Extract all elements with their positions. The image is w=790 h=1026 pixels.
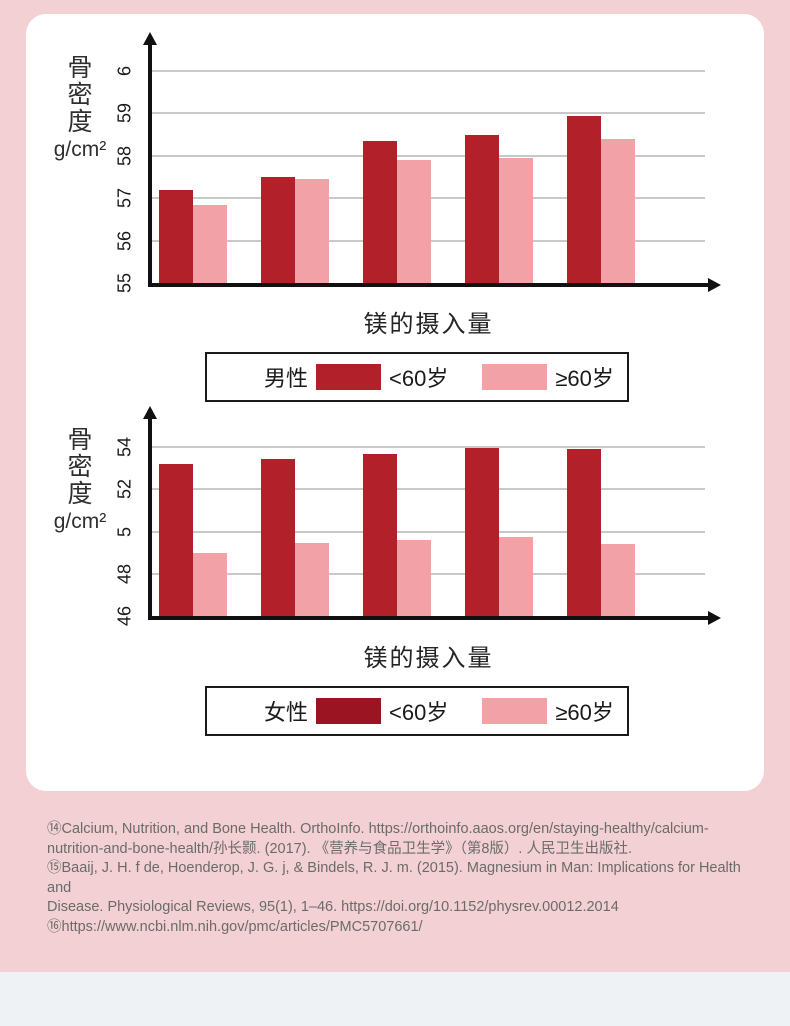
bar-over60 [193,204,227,283]
bar-over60 [499,157,533,283]
x-axis-line [148,616,710,620]
bar-over60 [601,138,635,283]
bar-under60 [567,115,601,283]
y-tick-label: 6 [114,65,135,77]
legend-swatch-under60 [316,698,382,724]
legend-label-over60: ≥60岁 [555,700,614,725]
x-axis-title-male: 镁的摄入量 [363,311,494,338]
y-axis-title-text: 骨密度 [67,54,93,136]
legend-group-label: 女性 [264,700,309,725]
bottom-strip [0,972,790,1026]
bar-under60 [159,189,193,283]
legend-female: 女性 <60岁 ≥60岁 [205,686,629,736]
bar-under60 [465,448,499,616]
bar-under60 [465,134,499,283]
bar-over60 [397,160,431,283]
y-tick-label: 56 [114,230,135,251]
legend-group-label: 男性 [264,366,309,391]
gridline [152,154,705,157]
gridline [152,112,705,115]
legend-label-over60: ≥60岁 [555,366,614,391]
y-tick-label: 59 [114,103,135,124]
legend-swatch-over60 [482,364,548,390]
y-axis-unit: g/cm² [53,138,107,161]
bar-under60 [261,458,295,616]
y-axis-arrow [143,32,157,45]
footnote-line: ⑮Baaij, J. H. f de, Hoenderop, J. G. j, … [47,860,741,896]
y-axis-title-male: 骨密度 g/cm² [40,55,120,162]
bar-under60 [363,140,397,283]
bar-chart-female: 54 52 5 48 46 [115,406,724,630]
bar-over60 [295,543,329,616]
y-axis-line [148,418,152,620]
gridline [152,488,705,491]
gridline [152,70,705,72]
footnote-line: Disease. Physiological Reviews, 95(1), 1… [47,899,619,915]
y-tick-label: 52 [114,479,135,500]
footnote-line: ⑯https://www.ncbi.nlm.nih.gov/pmc/articl… [47,918,423,935]
footnote-line: ⑭Calcium, Nutrition, and Bone Health. Or… [47,821,709,837]
chart-card: 骨密度 g/cm² 6 59 58 57 56 55 镁的摄入量 男性 <60岁 ≥60岁… [26,14,764,791]
footnotes: ⑭Calcium, Nutrition, and Bone Health. Or… [47,820,753,937]
bar-over60 [601,544,635,616]
y-tick-label: 58 [114,145,135,166]
x-axis-arrow [708,611,721,625]
bar-under60 [159,463,193,616]
bar-under60 [567,449,601,616]
y-tick-label: 46 [114,605,135,627]
y-axis-unit: g/cm² [53,510,107,533]
legend-male: 男性 <60岁 ≥60岁 [205,352,629,402]
y-axis-title-text: 骨密度 [67,426,93,508]
x-axis-line [148,283,710,287]
x-axis-title-female: 镁的摄入量 [363,645,494,672]
gridline [152,446,705,448]
x-axis-arrow [708,278,721,292]
legend-swatch-under60 [316,364,382,390]
legend-label-under60: <60岁 [389,366,449,391]
y-tick-label: 54 [114,436,135,458]
y-axis-line [148,44,152,287]
y-tick-label: 48 [114,563,135,584]
y-axis-arrow [143,406,157,419]
y-tick-label: 55 [114,272,135,294]
bar-under60 [261,177,295,283]
y-tick-label: 57 [114,188,135,209]
bar-chart-male: 6 59 58 57 56 55 [115,32,724,296]
y-tick-label: 5 [114,526,135,537]
bar-under60 [363,454,397,616]
legend-swatch-over60 [482,698,548,724]
legend-label-under60: <60岁 [389,700,449,725]
gridline [152,530,705,533]
bar-over60 [397,539,431,616]
bar-over60 [499,536,533,616]
y-axis-title-female: 骨密度 g/cm² [40,427,120,534]
footnote-line: nutrition-and-bone-health/孙长颢. (2017). 《… [47,840,632,857]
bar-over60 [193,552,227,616]
bar-over60 [295,179,329,283]
